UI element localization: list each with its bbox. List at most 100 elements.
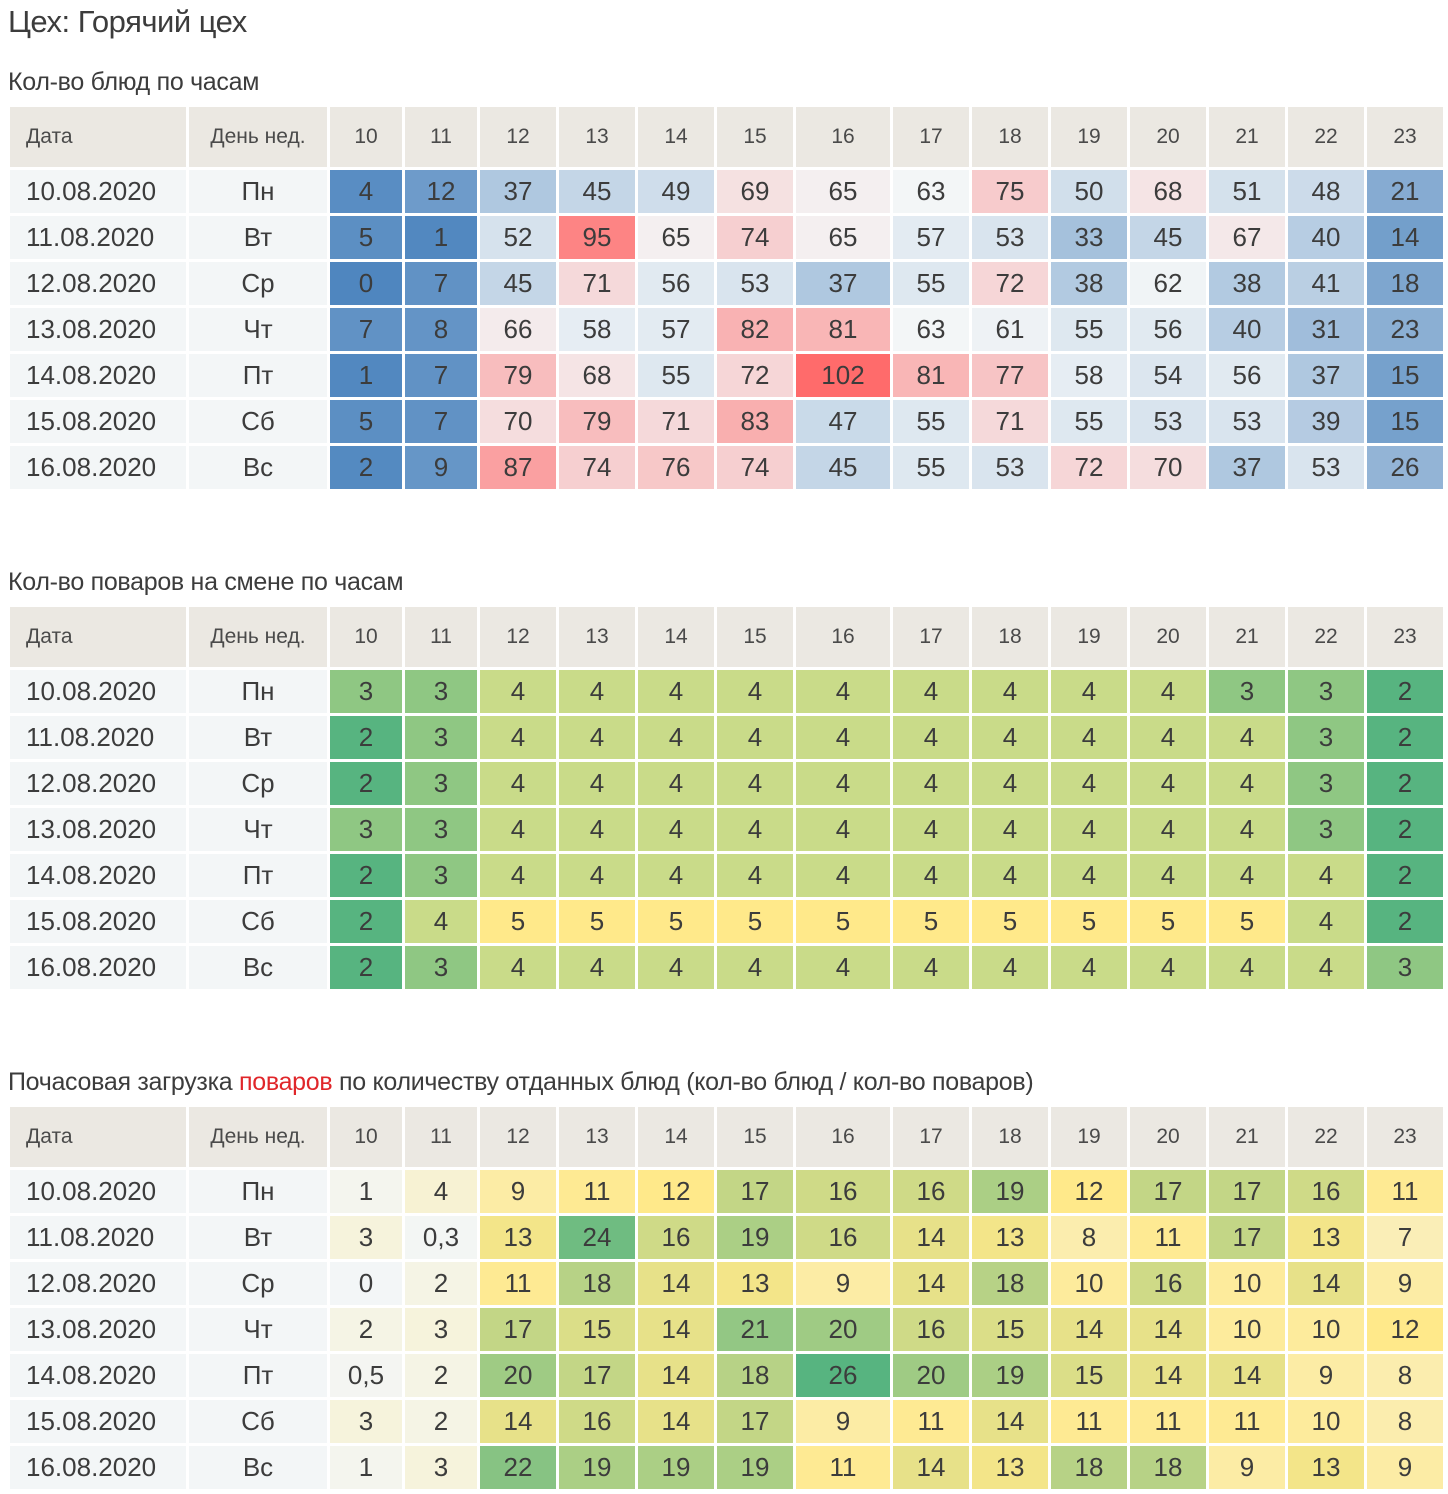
heatmap-cell: 4 [717,716,793,759]
date-cell: 11.08.2020 [10,1216,186,1259]
column-header-hour[interactable]: 20 [1130,607,1206,667]
heatmap-cell: 14 [638,1262,714,1305]
column-header-hour[interactable]: 14 [638,107,714,167]
column-header-hour[interactable]: 20 [1130,107,1206,167]
column-header-hour[interactable]: 15 [717,1107,793,1167]
column-header-hour[interactable]: 16 [796,1107,890,1167]
weekday-cell: Пт [189,354,327,397]
heatmap-cell: 1 [330,1170,402,1213]
column-header-hour[interactable]: 13 [559,107,635,167]
column-header-hour[interactable]: 15 [717,107,793,167]
column-header-hour[interactable]: 21 [1209,607,1285,667]
heatmap-cell: 16 [1130,1262,1206,1305]
heatmap-cell: 0 [330,1262,402,1305]
heatmap-cell: 5 [638,900,714,943]
heatmap-cell: 2 [330,946,402,989]
heatmap-cell: 14 [893,1446,969,1489]
column-header-hour[interactable]: 11 [405,107,477,167]
heatmap-cell: 7 [330,308,402,351]
heatmap-cell: 11 [796,1446,890,1489]
heatmap-cell: 4 [638,946,714,989]
column-header-hour[interactable]: 15 [717,607,793,667]
column-header-hour[interactable]: 23 [1367,1107,1443,1167]
column-header-hour[interactable]: 13 [559,607,635,667]
column-header-date[interactable]: Дата [10,107,186,167]
heatmap-cell: 51 [1209,170,1285,213]
heatmap-cell: 2 [1367,854,1443,897]
table-row: 13.08.2020 Чт 3 3 4 4 4 4 4 4 4 4 4 4 3 2 [10,808,1443,851]
heatmap-cell: 19 [638,1446,714,1489]
column-header-hour[interactable]: 16 [796,107,890,167]
heatmap-cell: 3 [405,808,477,851]
date-cell: 10.08.2020 [10,170,186,213]
table-row: 11.08.2020 Вт 5 1 52 95 65 74 65 57 53 33 45 67 40 14 [10,216,1443,259]
heatmap-cell: 12 [405,170,477,213]
column-header-hour[interactable]: 10 [330,107,402,167]
heatmap-cell: 1 [330,354,402,397]
column-header-hour[interactable]: 12 [480,1107,556,1167]
column-header-hour[interactable]: 19 [1051,1107,1127,1167]
heatmap-cell: 13 [1288,1216,1364,1259]
column-header-hour[interactable]: 20 [1130,1107,1206,1167]
column-header-hour[interactable]: 11 [405,607,477,667]
section-title-load: Почасовая загрузка поваров по количеству… [8,1068,1034,1097]
column-header-hour[interactable]: 10 [330,1107,402,1167]
column-header-date[interactable]: Дата [10,1107,186,1167]
heatmap-cell: 95 [559,216,635,259]
column-header-hour[interactable]: 17 [893,1107,969,1167]
column-header-hour[interactable]: 22 [1288,607,1364,667]
column-header-hour[interactable]: 12 [480,607,556,667]
column-header-hour[interactable]: 17 [893,607,969,667]
column-header-hour[interactable]: 11 [405,1107,477,1167]
table-row: 11.08.2020 Вт 2 3 4 4 4 4 4 4 4 4 4 4 3 2 [10,716,1443,759]
column-header-hour[interactable]: 16 [796,607,890,667]
column-header-hour[interactable]: 18 [972,107,1048,167]
table-row: 15.08.2020 Сб 3 2 14 16 14 17 9 11 14 11 11 11 10 8 [10,1400,1443,1443]
column-header-hour[interactable]: 14 [638,607,714,667]
column-header-hour[interactable]: 21 [1209,1107,1285,1167]
heatmap-cell: 81 [893,354,969,397]
header-row: Дата День нед. 10 11 12 13 14 15 16 17 18 19 20 21 22 2… [10,1107,1443,1167]
column-header-hour[interactable]: 17 [893,107,969,167]
table-row: 16.08.2020 Вс 1 3 22 19 19 19 11 14 13 18 18 9 13 9 [10,1446,1443,1489]
heatmap-cell: 24 [559,1216,635,1259]
column-header-hour[interactable]: 22 [1288,107,1364,167]
column-header-hour[interactable]: 23 [1367,607,1443,667]
heatmap-cell: 1 [405,216,477,259]
column-header-weekday[interactable]: День нед. [189,107,327,167]
column-header-hour[interactable]: 18 [972,607,1048,667]
table-row: 12.08.2020 Ср 0 7 45 71 56 53 37 55 72 38 62 38 41 18 [10,262,1443,305]
column-header-hour[interactable]: 21 [1209,107,1285,167]
heatmap-cell: 7 [405,354,477,397]
heatmap-cell: 4 [972,762,1048,805]
column-header-weekday[interactable]: День нед. [189,607,327,667]
heatmap-cell: 3 [405,762,477,805]
column-header-hour[interactable]: 22 [1288,1107,1364,1167]
column-header-hour[interactable]: 23 [1367,107,1443,167]
column-header-hour[interactable]: 13 [559,1107,635,1167]
weekday-cell: Чт [189,308,327,351]
heatmap-cell: 4 [893,670,969,713]
column-header-hour[interactable]: 12 [480,107,556,167]
heatmap-cell: 14 [1051,1308,1127,1351]
column-header-date[interactable]: Дата [10,607,186,667]
heatmap-cell: 57 [893,216,969,259]
column-header-hour[interactable]: 19 [1051,107,1127,167]
column-header-hour[interactable]: 14 [638,1107,714,1167]
heatmap-cell: 11 [480,1262,556,1305]
heatmap-cell: 4 [559,670,635,713]
heatmap-cell: 21 [1367,170,1443,213]
column-header-hour[interactable]: 19 [1051,607,1127,667]
column-header-hour[interactable]: 10 [330,607,402,667]
column-header-hour[interactable]: 18 [972,1107,1048,1167]
heatmap-cell: 12 [638,1170,714,1213]
heatmap-cell: 45 [1130,216,1206,259]
heatmap-cell: 2 [330,446,402,489]
heatmap-cell: 9 [405,446,477,489]
heatmap-cell: 102 [796,354,890,397]
heatmap-cell: 9 [1209,1446,1285,1489]
weekday-cell: Вт [189,216,327,259]
heatmap-cell: 18 [559,1262,635,1305]
column-header-weekday[interactable]: День нед. [189,1107,327,1167]
heatmap-cell: 14 [1288,1262,1364,1305]
